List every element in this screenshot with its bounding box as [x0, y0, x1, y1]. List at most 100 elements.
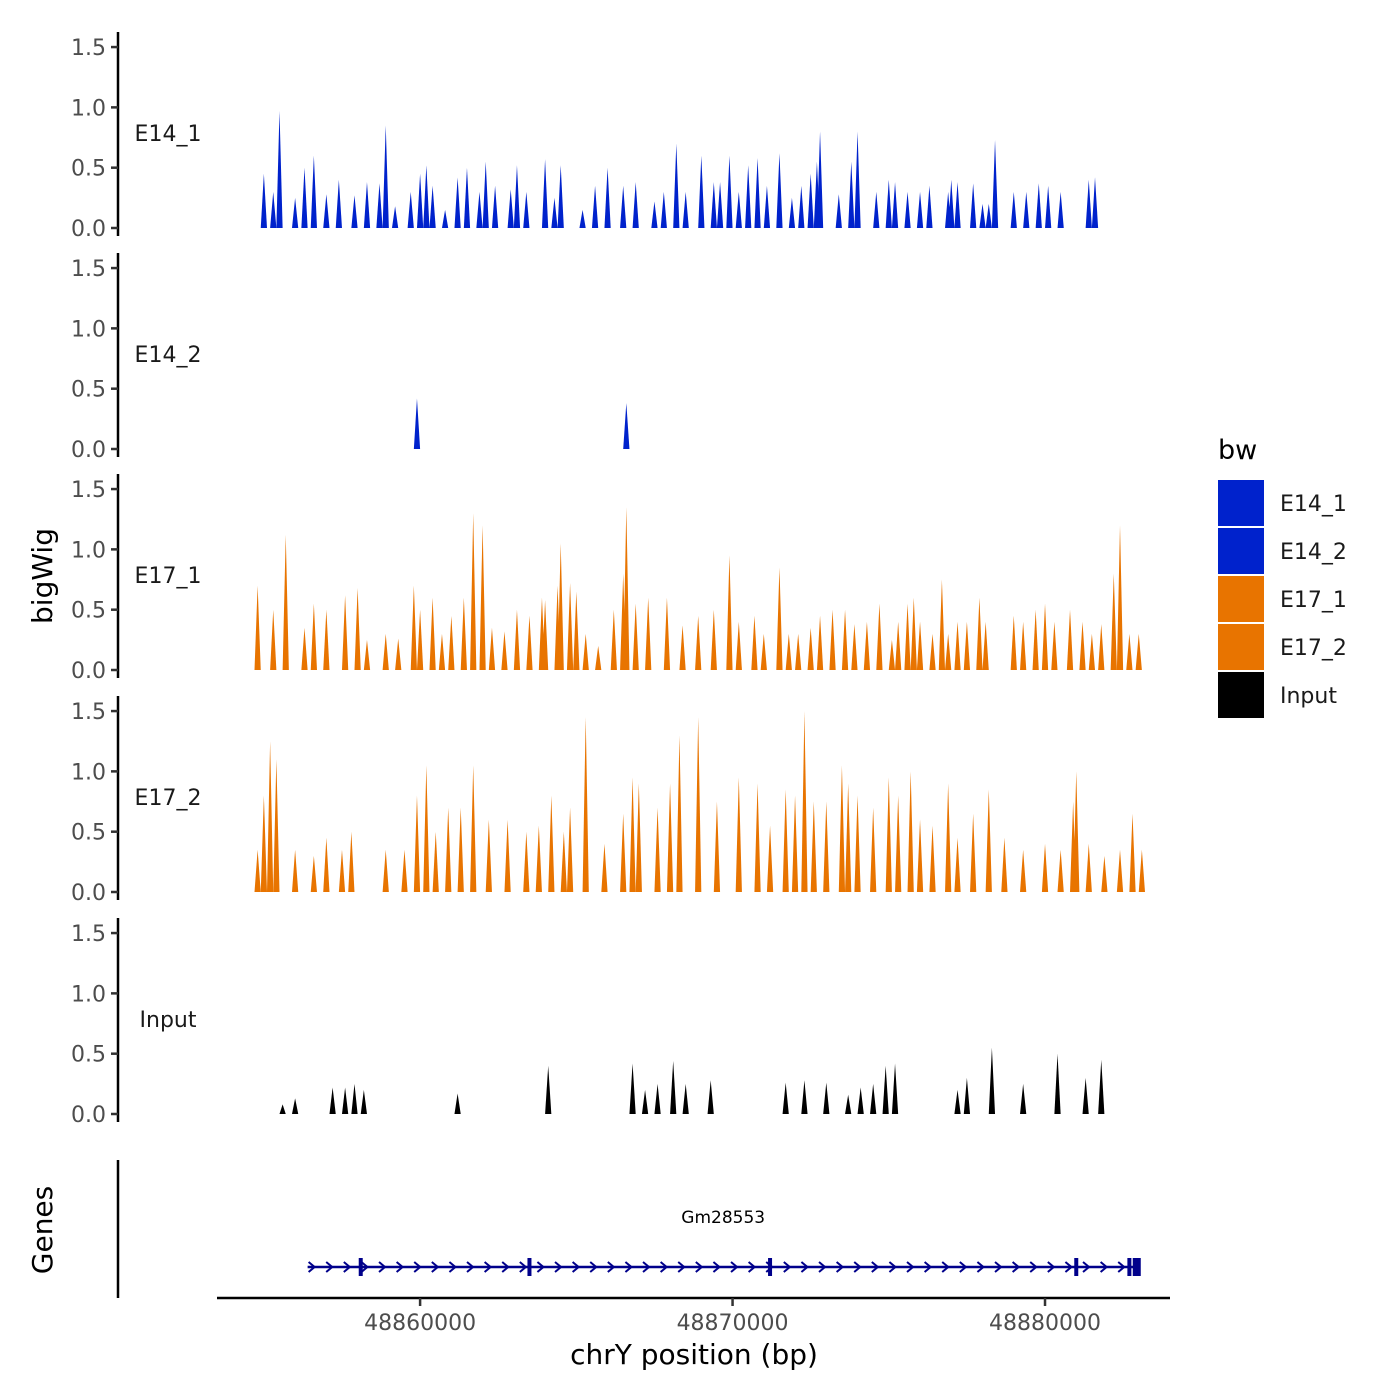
- strand-arrow-icon: [906, 1261, 915, 1273]
- signal-peak: [870, 1083, 877, 1114]
- signal-peak: [1010, 615, 1017, 670]
- signal-peak: [916, 191, 924, 228]
- strand-arrow-icon: [360, 1261, 369, 1273]
- signal-peak: [988, 1047, 996, 1114]
- track-e17-2: 0.0 0.5 1.0 1.5 E17_2: [71, 696, 1146, 906]
- signal-peak: [423, 765, 430, 892]
- strand-arrow-icon: [343, 1261, 352, 1273]
- signal-peak: [916, 819, 924, 892]
- signal-peak: [504, 819, 511, 892]
- signal-peak: [429, 597, 436, 670]
- gene-name-label: Gm28553: [681, 1208, 765, 1228]
- signal-peak: [470, 513, 477, 670]
- signal-peak: [726, 155, 733, 228]
- signal-peak: [463, 167, 471, 228]
- signal-peak: [929, 825, 936, 892]
- signal-peak: [410, 585, 417, 670]
- signal-peak: [338, 849, 346, 892]
- signal-peak: [632, 182, 639, 228]
- signal-peak: [807, 627, 814, 670]
- y-tick-label: 0.5: [71, 378, 106, 403]
- signal-peak: [363, 639, 371, 670]
- signal-peak: [835, 194, 842, 228]
- signal-peak: [1010, 191, 1017, 228]
- signal-peak: [895, 621, 902, 670]
- signal-peak: [513, 609, 521, 670]
- signal-peak: [485, 819, 492, 892]
- signal-peak: [1126, 633, 1133, 670]
- strand-arrow-icon: [712, 1261, 721, 1273]
- strand-arrow-icon: [888, 1261, 897, 1273]
- signal-peak: [651, 201, 658, 228]
- exon: [527, 1258, 532, 1276]
- signal-peak: [963, 1077, 971, 1114]
- signal-peak: [557, 543, 564, 670]
- signal-peak: [891, 182, 899, 228]
- signal-peak: [876, 603, 883, 670]
- signal-peak: [907, 771, 914, 892]
- legend-label: E17_1: [1280, 588, 1347, 613]
- signal-peak: [982, 621, 989, 670]
- exon-end: [1132, 1258, 1141, 1276]
- y-tick-label: 1.5: [71, 478, 106, 503]
- signal-peak: [1082, 1077, 1089, 1114]
- track-label: E14_1: [135, 122, 202, 147]
- signal-peak: [795, 633, 802, 670]
- signal-peak: [841, 609, 849, 670]
- signal-peak: [1091, 177, 1099, 228]
- signal-peak: [310, 155, 317, 228]
- signal-peak: [479, 525, 486, 670]
- signal-peak: [1020, 849, 1027, 892]
- signal-peak: [735, 191, 742, 228]
- signal-peak: [823, 1082, 830, 1114]
- signal-peak: [382, 633, 389, 670]
- signal-peak: [1088, 633, 1096, 670]
- signal-peak: [541, 159, 549, 228]
- signal-peak: [1051, 621, 1058, 670]
- strand-arrow-icon: [519, 1261, 528, 1273]
- signal-peak: [1085, 179, 1092, 228]
- signal-peak: [1085, 843, 1092, 892]
- signal-peak: [501, 631, 508, 670]
- x-tick-label: 48860000: [364, 1311, 476, 1336]
- strand-arrow-icon: [307, 1261, 317, 1273]
- exon: [358, 1258, 363, 1276]
- legend-swatch: [1218, 576, 1264, 622]
- track-label: E14_2: [135, 343, 202, 368]
- signal-peak: [807, 173, 814, 228]
- legend-swatch: [1218, 624, 1264, 670]
- strand-arrow-icon: [800, 1261, 809, 1273]
- signal-peak: [335, 179, 342, 228]
- signal-peak: [885, 179, 892, 228]
- signal-peak: [429, 185, 436, 228]
- signal-peak: [291, 849, 299, 892]
- signal-peak: [979, 203, 986, 228]
- y-tick-label: 0.5: [71, 1043, 106, 1068]
- signal-peak: [1098, 624, 1105, 670]
- signal-peak: [798, 185, 805, 228]
- signal-peak: [545, 1065, 552, 1114]
- strand-arrow-icon: [624, 1261, 633, 1273]
- signal-peak: [604, 167, 611, 228]
- signal-peak: [663, 597, 671, 670]
- y-tick-label: 1.0: [71, 96, 106, 121]
- signal-peak: [1057, 191, 1064, 228]
- signal-peak: [310, 603, 317, 670]
- signal-peak: [829, 609, 836, 670]
- signal-peak: [448, 615, 455, 670]
- signal-peak: [682, 1083, 689, 1114]
- signal-peak: [970, 183, 977, 228]
- signal-peak: [348, 831, 355, 892]
- signal-peak: [845, 1094, 852, 1114]
- signal-peak: [557, 165, 564, 228]
- strand-arrow-icon: [501, 1261, 510, 1273]
- signal-peak: [713, 801, 721, 892]
- signal-peak: [710, 182, 717, 228]
- signal-peak: [735, 777, 742, 892]
- signal-peak: [460, 597, 467, 670]
- signal-peak: [535, 825, 542, 892]
- signal-peak: [351, 195, 358, 228]
- signal-peak: [423, 165, 430, 228]
- y-tick-label: 1.5: [71, 922, 106, 947]
- signal-peak: [1057, 849, 1064, 892]
